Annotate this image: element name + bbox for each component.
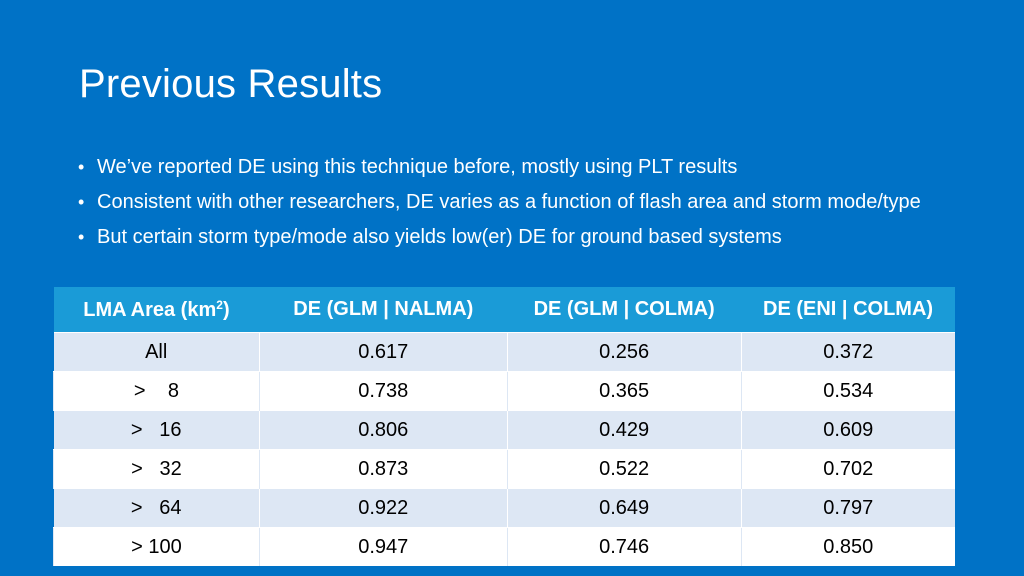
cell-glm-nalma: 0.617 — [258, 332, 508, 372]
cell-glm-colma: 0.649 — [506, 488, 742, 528]
cell-glm-nalma: 0.806 — [258, 410, 508, 450]
cell-glm-nalma: 0.922 — [258, 488, 508, 528]
table-row: > 8 0.738 0.365 0.534 — [53, 371, 955, 411]
header-lma-area-close: ) — [222, 298, 230, 321]
bullet-item: • Consistent with other researchers, DE … — [76, 190, 926, 215]
cell-area: > 100 — [53, 527, 260, 566]
header-glm-colma: DE (GLM | COLMA) — [507, 287, 742, 333]
bullet-list: • We’ve reported DE using this technique… — [76, 155, 926, 260]
cell-eni-colma: 0.850 — [740, 527, 955, 566]
cell-eni-colma: 0.372 — [740, 332, 955, 372]
bullet-dot-icon: • — [78, 192, 85, 212]
cell-glm-colma: 0.429 — [506, 410, 742, 450]
table-row: > 100 0.947 0.746 0.850 — [53, 527, 955, 566]
cell-area: > 64 — [53, 488, 260, 528]
bullet-text: But certain storm type/mode also yields … — [97, 226, 782, 248]
header-glm-nalma: DE (GLM | NALMA) — [259, 287, 508, 333]
header-lma-area-superscript: 2 — [216, 297, 223, 312]
cell-eni-colma: 0.534 — [740, 371, 955, 411]
bullet-dot-icon: • — [78, 227, 85, 247]
cell-eni-colma: 0.702 — [740, 449, 955, 489]
bullet-item: • But certain storm type/mode also yield… — [76, 225, 926, 250]
cell-eni-colma: 0.797 — [740, 488, 955, 528]
bullet-dot-icon: • — [78, 157, 85, 177]
cell-glm-colma: 0.746 — [506, 527, 742, 566]
cell-glm-colma: 0.365 — [506, 371, 742, 411]
de-table: LMA Area (km2) DE (GLM | NALMA) DE (GLM … — [53, 287, 955, 566]
header-lma-area: LMA Area (km2) — [53, 287, 260, 333]
header-eni-colma: DE (ENI | COLMA) — [741, 287, 955, 333]
cell-area: All — [53, 332, 260, 372]
bullet-item: • We’ve reported DE using this technique… — [76, 155, 926, 180]
cell-glm-nalma: 0.738 — [258, 371, 508, 411]
cell-eni-colma: 0.609 — [740, 410, 955, 450]
table-row: All 0.617 0.256 0.372 — [53, 332, 955, 372]
bullet-text: Consistent with other researchers, DE va… — [97, 191, 921, 213]
table-row: > 32 0.873 0.522 0.702 — [53, 449, 955, 489]
bullet-text: We’ve reported DE using this technique b… — [97, 156, 738, 178]
cell-glm-colma: 0.522 — [506, 449, 742, 489]
header-lma-area-label: LMA Area (km — [83, 298, 217, 321]
cell-glm-nalma: 0.947 — [258, 527, 508, 566]
cell-area: > 16 — [53, 410, 260, 450]
cell-glm-nalma: 0.873 — [258, 449, 508, 489]
cell-glm-colma: 0.256 — [506, 332, 742, 372]
table-row: > 64 0.922 0.649 0.797 — [53, 488, 955, 528]
slide-title: Previous Results — [79, 62, 383, 106]
cell-area: > 32 — [53, 449, 260, 489]
table-row: > 16 0.806 0.429 0.609 — [53, 410, 955, 450]
table-header-row: LMA Area (km2) DE (GLM | NALMA) DE (GLM … — [53, 287, 955, 333]
cell-area: > 8 — [53, 371, 260, 411]
